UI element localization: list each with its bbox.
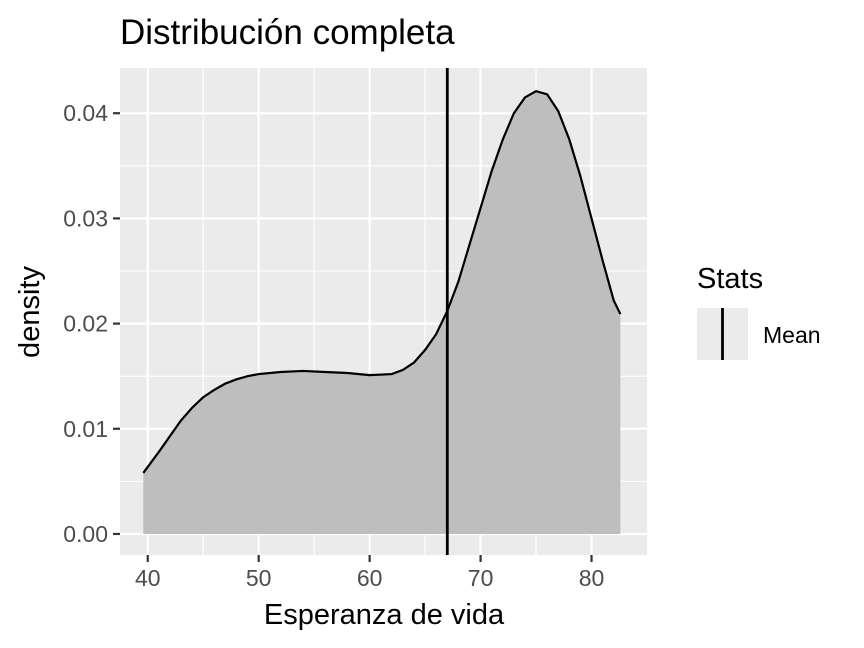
y-tick-label: 0.04 <box>63 100 108 126</box>
y-axis-title: density <box>14 266 46 358</box>
x-axis: 40 50 60 70 80 <box>135 555 604 591</box>
y-tick-label: 0.03 <box>63 205 108 231</box>
legend: Stats Mean <box>697 263 821 360</box>
y-axis: 0.00 0.01 0.02 0.03 0.04 <box>63 100 120 547</box>
x-tick-label: 80 <box>579 565 605 591</box>
legend-title: Stats <box>697 263 763 295</box>
x-tick-label: 40 <box>135 565 161 591</box>
x-axis-title: Esperanza de vida <box>264 599 505 631</box>
x-tick-label: 70 <box>468 565 494 591</box>
y-tick-label: 0.02 <box>63 311 108 337</box>
x-tick-label: 50 <box>246 565 272 591</box>
density-line <box>142 89 622 474</box>
x-tick-label: 60 <box>357 565 383 591</box>
y-tick-label: 0.01 <box>63 416 108 442</box>
legend-label-mean: Mean <box>763 322 821 348</box>
density-area <box>143 91 621 534</box>
chart-title: Distribución completa <box>120 13 455 52</box>
y-tick-label: 0.00 <box>63 521 108 547</box>
